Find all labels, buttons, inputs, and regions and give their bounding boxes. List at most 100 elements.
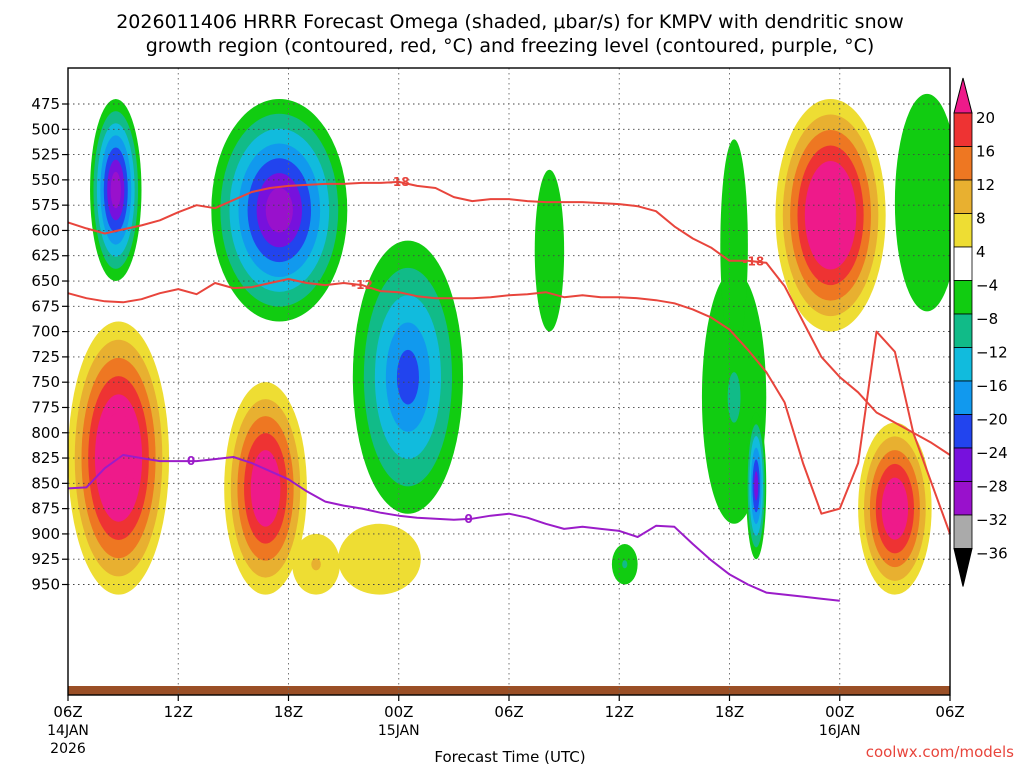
omega-feature-7 [720, 139, 748, 352]
omega-feature-3 [894, 93, 950, 312]
colorbar: 20 16 12 8 4 −4 −8 −12 −16 −20 −24 −28 −32 −36 [953, 77, 1008, 587]
omega-band [720, 139, 748, 352]
x-tick-label: 00Z [825, 703, 854, 721]
y-tick-label: 575 [31, 196, 60, 214]
contour-label: -12 [351, 278, 373, 292]
y-tick-label: 950 [31, 576, 60, 594]
omega-band [265, 187, 293, 233]
contour-line-0 [67, 180, 951, 456]
y-tick-label: 650 [31, 272, 60, 290]
omega-band [894, 93, 950, 312]
x-tick-label: 00Z [384, 703, 413, 721]
colorbar-tick-label: −32 [976, 511, 1008, 529]
colorbar-tick-label: −24 [976, 444, 1008, 462]
y-tick-label: 475 [31, 95, 60, 113]
x-tick-label: 06Z [935, 703, 964, 721]
colorbar-box [953, 313, 973, 348]
contour-label: 0 [464, 512, 472, 526]
omega-band [311, 558, 321, 571]
x-tick-date: 16JAN [819, 723, 861, 739]
credit-label: coolwx.com/models [866, 743, 1014, 761]
y-tick-label: 725 [31, 348, 60, 366]
y-tick-label: 825 [31, 449, 60, 467]
x-tick-label: 18Z [715, 703, 744, 721]
omega-band [819, 192, 842, 239]
colorbar-tick-label: −8 [976, 310, 998, 328]
x-tick-label: 12Z [164, 703, 193, 721]
omega-feature-0 [90, 98, 142, 282]
grid [67, 68, 951, 695]
omega-feature-13 [775, 98, 886, 332]
x-tick-date: 14JAN [47, 723, 89, 739]
contours: -18 -18 -12 0 0 [67, 175, 951, 602]
colorbar-tick-label: 4 [976, 243, 986, 261]
y-tick-label: 900 [31, 525, 60, 543]
colorbar-tick-label: −4 [976, 277, 998, 295]
colorbar-tick-label: −20 [976, 411, 1008, 429]
omega-band [727, 372, 741, 423]
omega-band [534, 169, 565, 332]
omega-band [257, 467, 274, 510]
omega-feature-2 [352, 240, 464, 514]
omega-band [396, 349, 419, 405]
terrain-strip [68, 686, 950, 695]
colorbar-box [953, 280, 973, 315]
colorbar-box [953, 514, 973, 549]
contour-line-2 [67, 454, 840, 602]
colorbar-box [953, 213, 973, 248]
colorbar-tick-label: 12 [976, 176, 995, 194]
omega-feature-1 [211, 98, 348, 322]
omega-band [754, 471, 759, 501]
y-tick-label: 675 [31, 297, 60, 315]
contour-label: 0 [187, 454, 195, 468]
x-tick-label: 06Z [53, 703, 82, 721]
axes: 475 500 525 550 575 600 625 650 675 700 725 750 775 8… [31, 67, 965, 757]
y-tick-label: 750 [31, 373, 60, 391]
colorbar-box [953, 481, 973, 516]
omega-feature-5 [746, 412, 767, 560]
y-tick-label: 550 [31, 171, 60, 189]
plot-area: -18 -18 -12 0 0 [67, 68, 951, 695]
omega-feature-14 [858, 422, 932, 595]
colorbar-box [953, 447, 973, 482]
omega-feature-6 [611, 544, 638, 585]
contour-label: -18 [743, 254, 765, 268]
colorbar-box [953, 380, 973, 415]
colorbar-box [953, 112, 973, 147]
colorbar-tick-label: 20 [976, 109, 995, 127]
colorbar-arrow-top [953, 77, 973, 114]
colorbar-box [953, 347, 973, 382]
y-tick-label: 850 [31, 474, 60, 492]
colorbar-arrow-bottom [953, 548, 973, 587]
y-tick-label: 700 [31, 323, 60, 341]
x-axis-title: Forecast Time (UTC) [434, 748, 585, 766]
y-tick-label: 775 [31, 398, 60, 416]
y-tick-label: 925 [31, 550, 60, 568]
omega-band [622, 560, 628, 569]
colorbar-box [953, 246, 973, 281]
omega-band [110, 171, 121, 209]
colorbar-tick-label: −12 [976, 344, 1008, 362]
omega-feature-11 [292, 533, 340, 595]
y-tick-label: 875 [31, 500, 60, 518]
x-tick-date: 15JAN [378, 723, 420, 739]
y-tick-label: 800 [31, 424, 60, 442]
y-tick-label: 500 [31, 120, 60, 138]
y-tick-label: 525 [31, 146, 60, 164]
x-tick-label: 18Z [274, 703, 303, 721]
chart-title-line2: growth region (contoured, red, °C) and f… [146, 35, 875, 57]
colorbar-tick-label: −16 [976, 377, 1008, 395]
colorbar-box [953, 414, 973, 449]
colorbar-tick-label: 8 [976, 210, 986, 228]
x-tick-label: 12Z [605, 703, 634, 721]
colorbar-box [953, 179, 973, 214]
omega-band [887, 491, 903, 526]
contour-line-1 [67, 278, 951, 535]
omega-feature-8 [534, 169, 565, 332]
colorbar-tick-label: −36 [976, 545, 1008, 563]
contour-label: -18 [388, 175, 410, 189]
x-tick-label: 06Z [494, 703, 523, 721]
y-tick-label: 600 [31, 221, 60, 239]
colorbar-tick-label: 16 [976, 143, 995, 161]
